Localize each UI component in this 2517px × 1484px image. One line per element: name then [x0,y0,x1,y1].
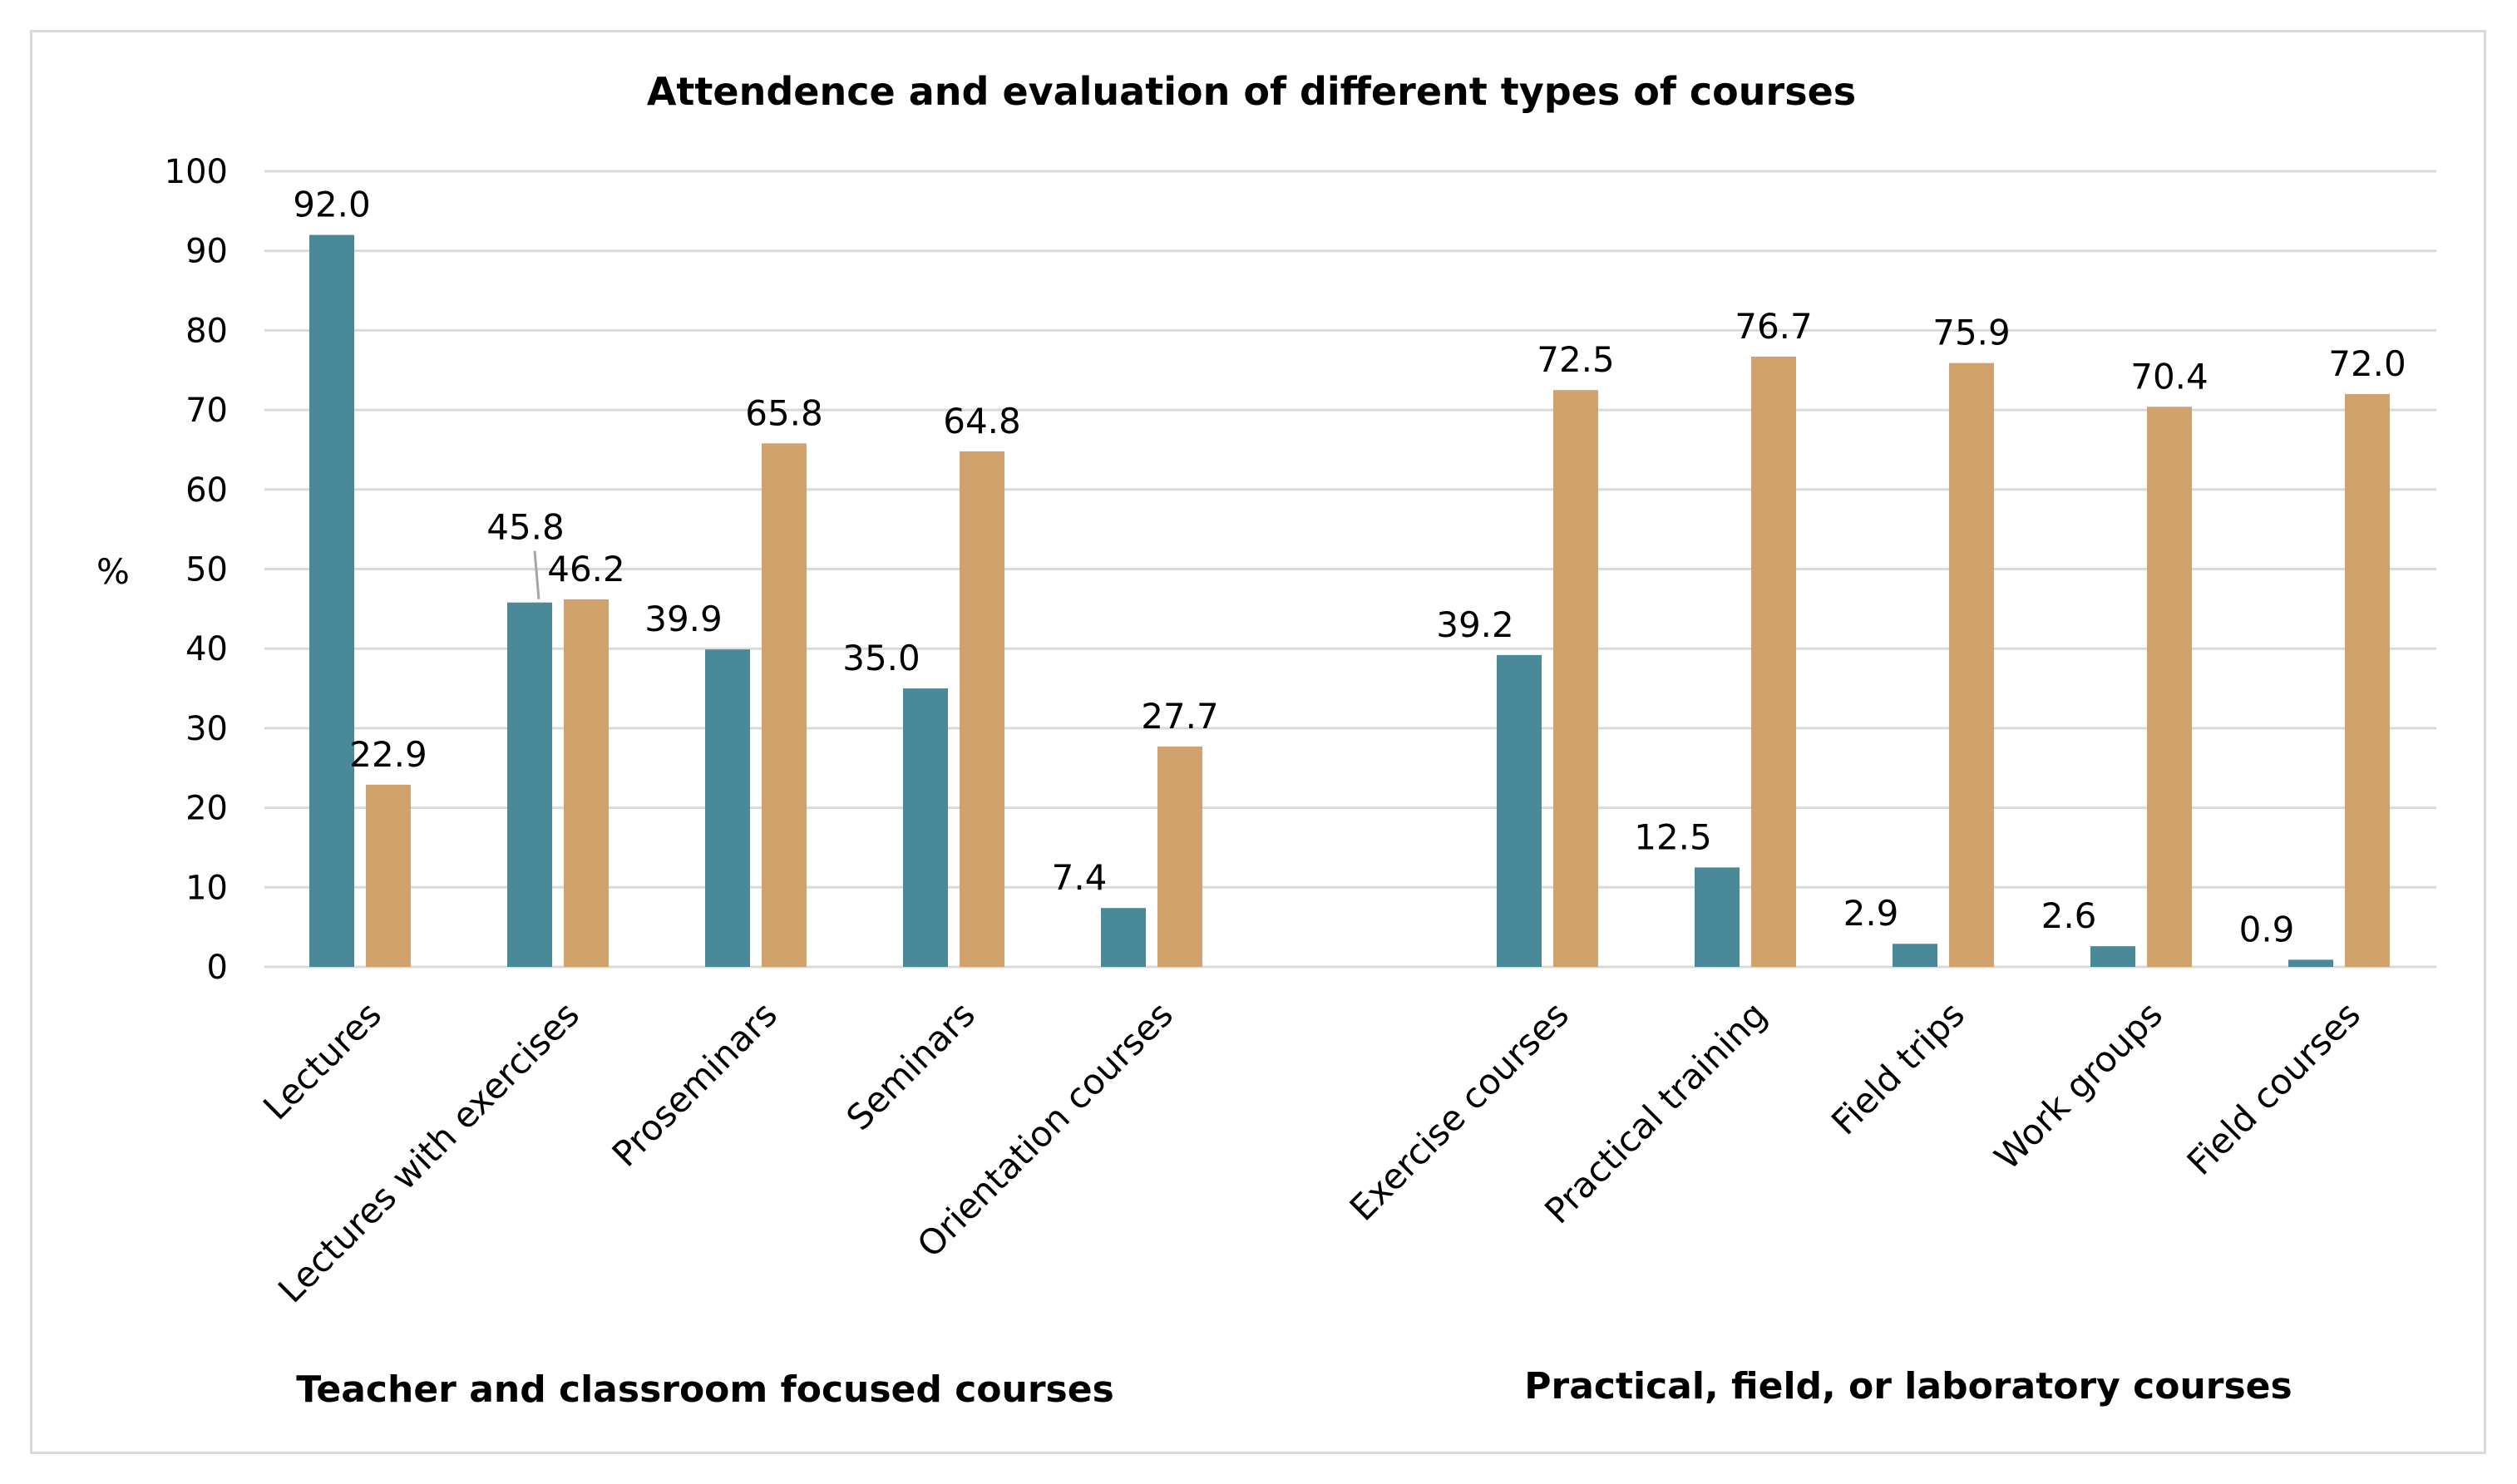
bar-series1-1 [507,602,552,967]
y-tick-label: 100 [165,153,228,191]
y-tick-label: 30 [185,710,228,748]
bar-series1-5 [1497,654,1542,967]
data-label: 39.2 [1436,604,1514,645]
data-label: 2.9 [1843,893,1899,934]
y-tick-label: 50 [185,551,228,589]
bar-series2-5 [1553,390,1598,967]
data-label: 27.7 [1141,696,1219,737]
data-label: 72.0 [2328,343,2406,384]
bar-series2-9 [2345,393,2390,968]
y-axis-ticks: 0 10 20 30 40 50 60 70 80 90 100 [165,153,228,987]
data-label: 22.9 [349,734,427,775]
data-labels: 92.0 22.9 45.846.2 39.9 65.8 35.0 64.8 7.4 27.7 3… [293,185,2406,950]
group-label-practical-field-lab: Practical, field, or laboratory courses [1524,1365,2292,1408]
bar-series2-6 [1751,356,1796,968]
chart-title: Attendence and evaluation of different t… [647,69,1856,114]
bars [309,234,2390,968]
data-label: 64.8 [943,401,1021,441]
data-label: 75.9 [1932,313,2011,353]
x-category-label: Work groups [1986,993,2170,1177]
data-label: 7.4 [1052,857,1108,898]
bar-series2-4 [1157,746,1202,967]
data-label-leader-line [533,550,540,599]
bar-series1-8 [2090,946,2135,967]
x-category-label: Field trips [1824,993,1972,1142]
y-tick-label: 60 [185,471,228,510]
data-label: 92.0 [293,185,371,225]
data-label: 65.8 [745,392,823,433]
bar-series1-7 [1893,944,1937,967]
data-label: 12.5 [1634,816,1712,857]
bar-series1-9 [2288,959,2333,967]
y-tick-label: 70 [185,392,228,430]
data-label: 45.8 [486,507,565,548]
bar-series1-3 [903,688,948,967]
bar-series2-2 [762,443,807,967]
bar-series1-2 [705,649,750,967]
data-label: 39.9 [644,599,723,639]
bar-series1-0 [309,234,354,967]
y-tick-label: 90 [185,233,228,271]
data-label: 2.6 [2041,895,2097,936]
bar-series2-0 [366,784,411,967]
data-label: 46.2 [547,549,625,589]
chart-frame [30,30,2486,1454]
x-category-label: Seminars [838,993,983,1138]
gridlines [264,170,2436,969]
data-label: 72.5 [1537,339,1615,380]
x-category-label: Proseminars [605,993,785,1174]
data-label: 0.9 [2239,909,2295,949]
group-label-teacher-classroom: Teacher and classroom focused courses [296,1368,1114,1411]
y-tick-label: 40 [185,630,228,668]
bar-series2-7 [1949,362,1994,968]
bar-series2-3 [960,451,1004,967]
y-tick-label: 20 [185,790,228,828]
data-label: 70.4 [2130,356,2209,397]
bar-series2-1 [564,599,609,967]
x-category-label: Exercise courses [1342,993,1577,1228]
data-label: 35.0 [842,638,920,678]
bar-series2-8 [2147,407,2192,968]
y-tick-label: 10 [185,869,228,907]
y-axis-label: % [96,551,130,592]
data-label: 76.7 [1735,306,1813,347]
y-tick-label: 0 [207,949,228,987]
bar-series1-4 [1101,908,1146,967]
x-category-label: Practical training [1537,993,1774,1231]
bar-series1-6 [1695,867,1740,967]
y-tick-label: 80 [185,312,228,350]
x-category-label: Lectures [255,993,389,1127]
x-category-label: Field courses [2179,993,2368,1182]
